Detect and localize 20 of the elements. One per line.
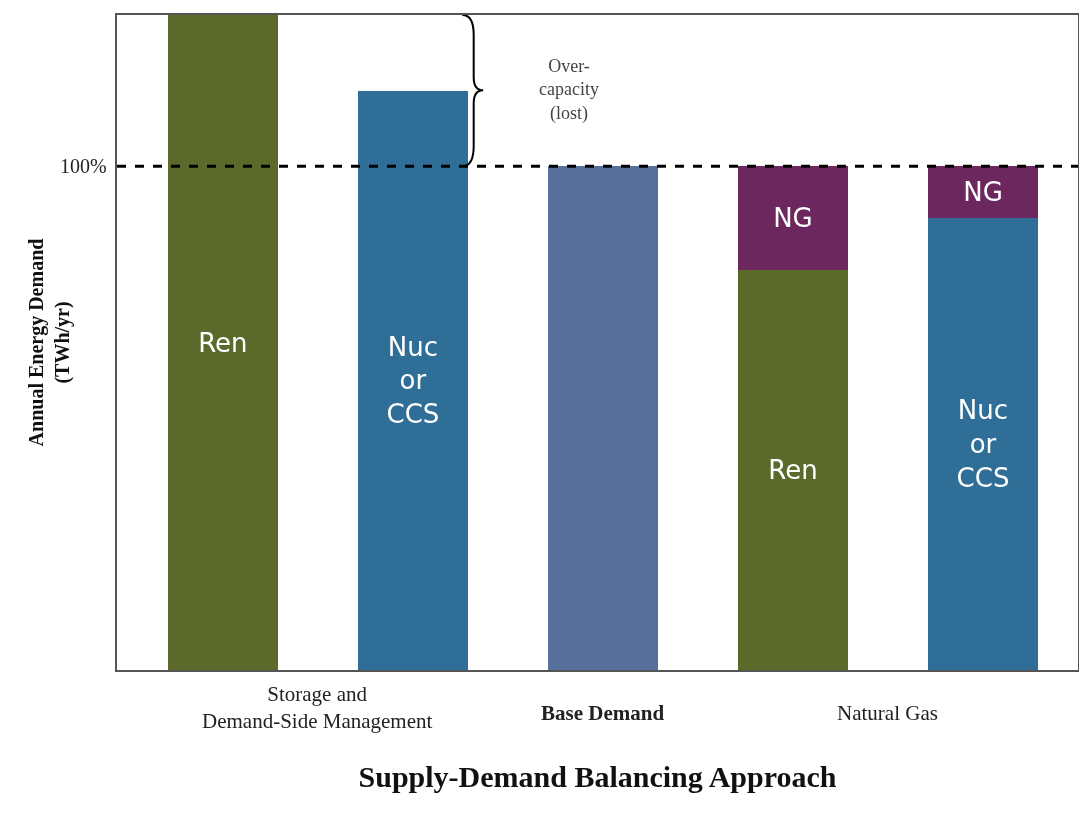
bar (927, 218, 1039, 670)
text: Nuc or CCS (386, 331, 440, 430)
text: Ren (198, 327, 248, 358)
bar (737, 165, 849, 270)
series-label: Nuc or CCS (956, 395, 1010, 493)
text: Natural Gas (837, 701, 938, 725)
text: Storage and Demand-Side Management (202, 682, 433, 734)
bar (357, 90, 468, 670)
y-axis-title: Annual Energy Demand (TWh/yr) (25, 238, 74, 447)
bar (167, 15, 278, 670)
bar (927, 166, 1039, 219)
series-label: NG (963, 177, 1003, 208)
text: 100% (60, 155, 107, 177)
bar (547, 166, 659, 670)
series-label: Ren (768, 454, 818, 485)
x-axis-title: Supply-Demand Balancing Approach (358, 760, 837, 793)
annotation: Over- capacity (lost) (539, 56, 599, 124)
text: NG (773, 202, 813, 233)
text: Base Demand (541, 701, 665, 725)
bar (737, 269, 849, 670)
